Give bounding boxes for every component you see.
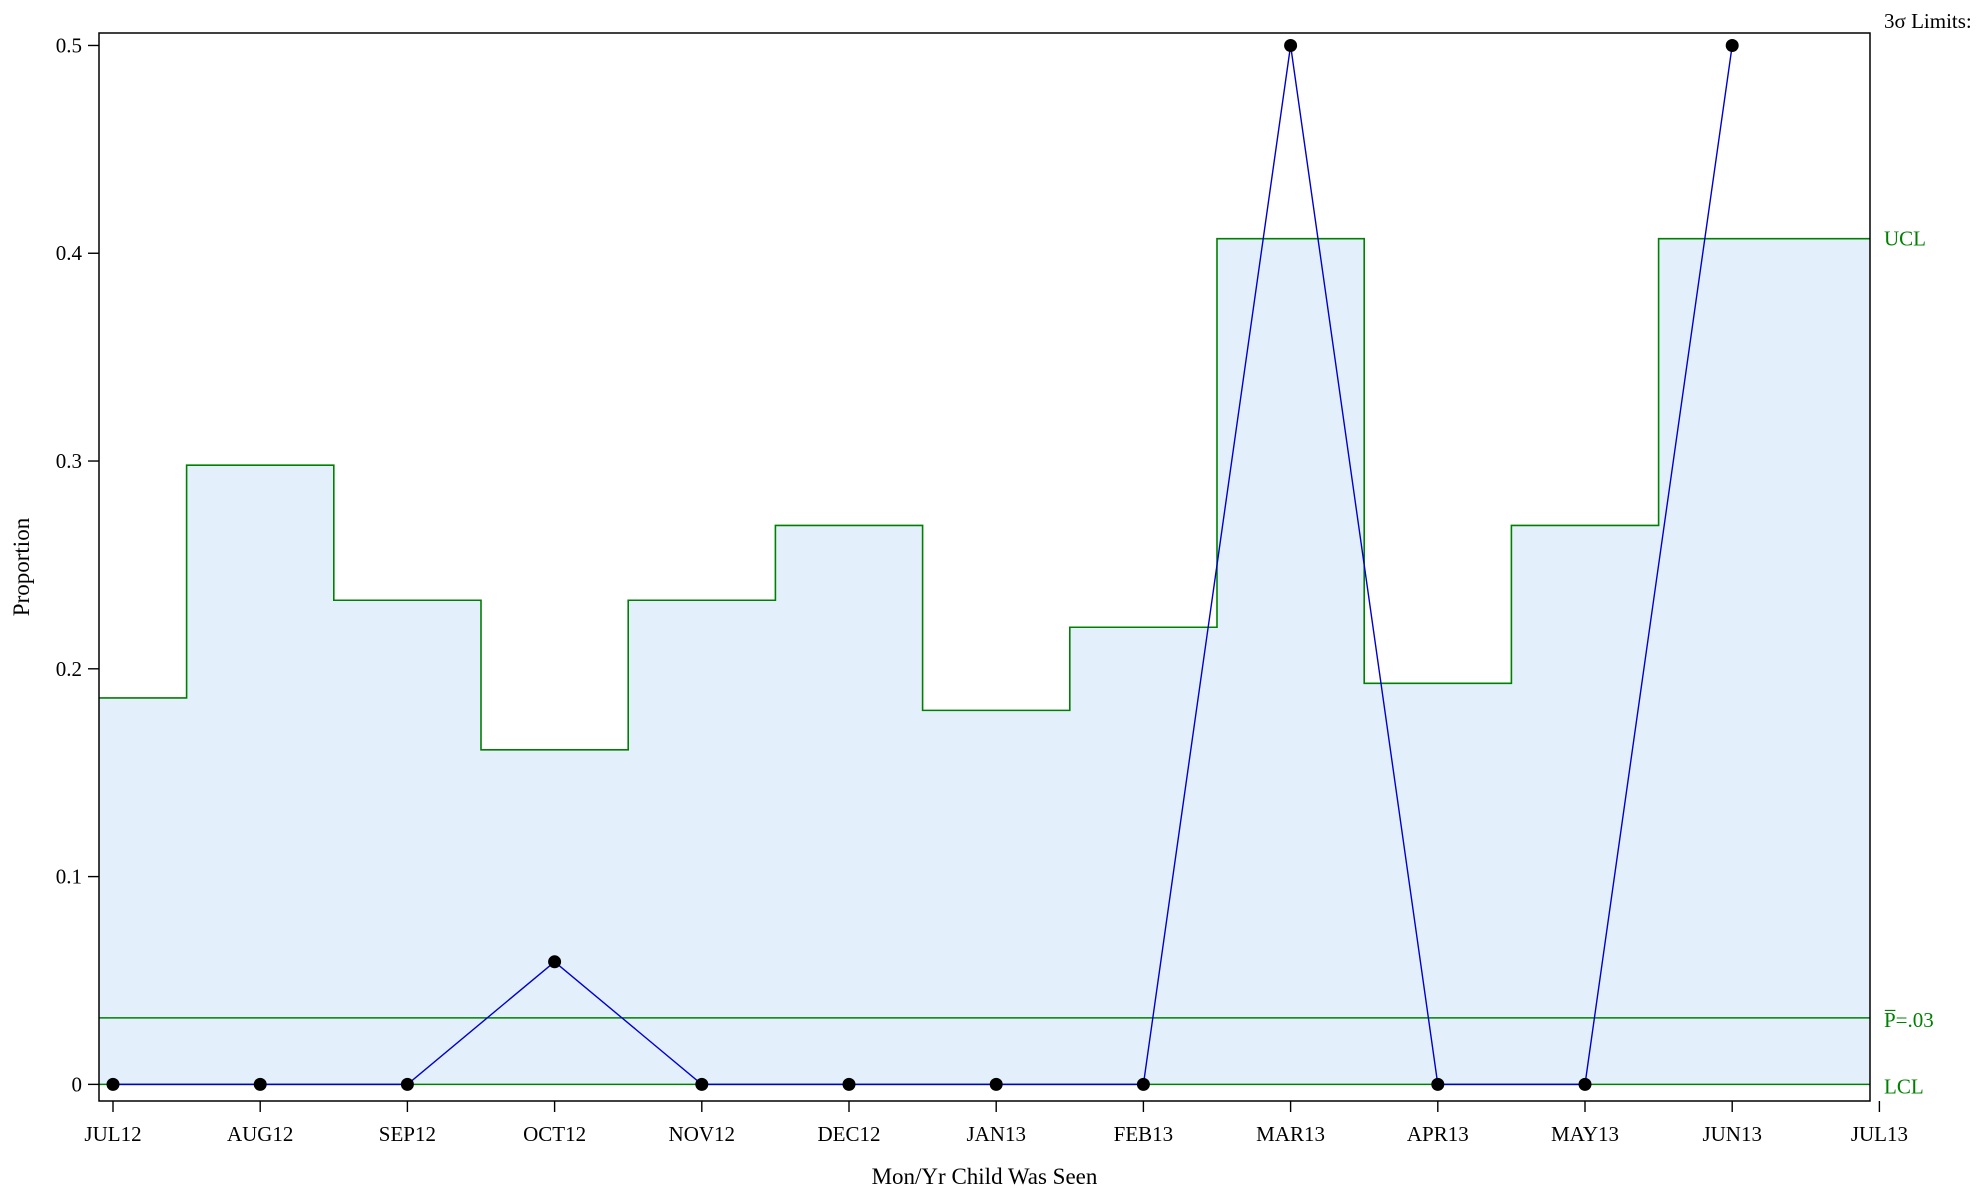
- y-tick-label: 0.5: [56, 33, 82, 57]
- plot-frame: [98, 32, 1871, 1102]
- x-tick-label: SEP12: [379, 1122, 436, 1146]
- data-point-nov12: [695, 1077, 709, 1091]
- x-tick-label: JUL12: [84, 1122, 141, 1146]
- control-limit-band: [99, 238, 1870, 1085]
- y-tick-label: 0: [72, 1072, 83, 1096]
- axes: 0 0.1 0.2 0.3 0.4 0.5 JUL12 AUG12 SEP12 OCT12 NOV1…: [56, 33, 1908, 1146]
- ucl-label: UCL: [1884, 227, 1926, 251]
- y-tick-label: 0.4: [56, 241, 83, 265]
- data-point-may13: [1578, 1077, 1592, 1091]
- data-point-dec12: [842, 1077, 856, 1091]
- y-tick-label: 0.3: [56, 449, 82, 473]
- ucl-step-line: [99, 237, 1870, 751]
- center-line-label: P̅=.03: [1884, 1008, 1934, 1032]
- data-point-jan13: [989, 1077, 1003, 1091]
- x-tick-label: JUN13: [1702, 1122, 1762, 1146]
- data-point-jul12: [106, 1077, 120, 1091]
- control-band-fill: [99, 238, 1870, 1085]
- y-tick-label: 0.1: [56, 865, 82, 889]
- data-point-feb13: [1136, 1077, 1150, 1091]
- lcl-label: LCL: [1884, 1074, 1924, 1098]
- x-tick-label: NOV12: [669, 1122, 736, 1146]
- x-tick-label: MAR13: [1256, 1122, 1325, 1146]
- data-point-aug12: [253, 1077, 267, 1091]
- x-tick-label: APR13: [1407, 1122, 1469, 1146]
- x-tick-label: OCT12: [523, 1122, 586, 1146]
- x-tick-label: MAY13: [1551, 1122, 1619, 1146]
- sigma-limits-header: 3σ Limits:: [1884, 9, 1972, 33]
- data-point-mar13: [1284, 38, 1298, 52]
- y-axis-title: Proportion: [9, 517, 34, 616]
- x-tick-label: AUG12: [227, 1122, 294, 1146]
- x-axis-title: Mon/Yr Child Was Seen: [872, 1164, 1098, 1188]
- x-tick-label: JUL13: [1851, 1122, 1908, 1146]
- x-tick-label: JAN13: [966, 1122, 1026, 1146]
- data-point-sep12: [400, 1077, 414, 1091]
- x-tick-label: FEB13: [1114, 1122, 1174, 1146]
- data-point-apr13: [1431, 1077, 1445, 1091]
- x-tick-label: DEC12: [818, 1122, 881, 1146]
- series-line: [113, 45, 1733, 1086]
- data-point-jun13: [1725, 38, 1739, 52]
- proportion-series: [106, 38, 1739, 1091]
- data-point-oct12: [548, 955, 562, 969]
- y-tick-label: 0.2: [56, 657, 82, 681]
